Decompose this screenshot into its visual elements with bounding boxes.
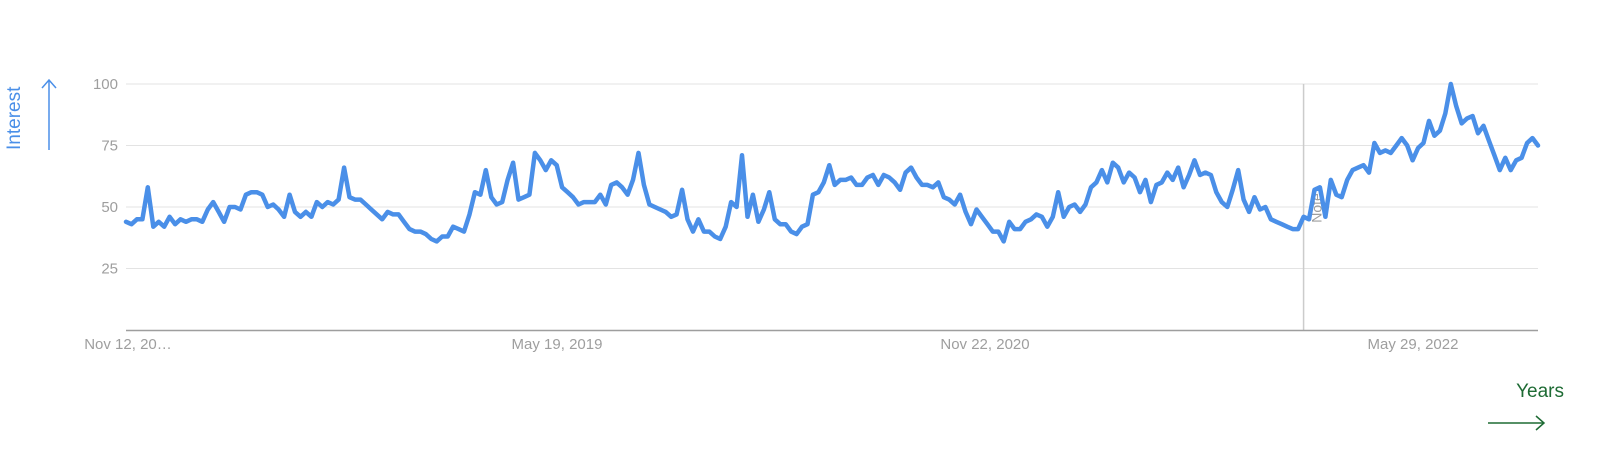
y-tick-label: 25 (101, 261, 118, 278)
x-axis-ticks: Nov 12, 20… May 19, 2019 Nov 22, 2020 May 2… (84, 336, 1458, 353)
y-axis-title: Interest (4, 78, 34, 158)
y-axis-title-text: Interest (4, 86, 25, 150)
series-line (123, 81, 1541, 244)
x-tick-label: Nov 12, 20… (84, 336, 172, 353)
y-tick-label: 100 (93, 76, 118, 93)
x-axis-arrow-icon (1488, 415, 1546, 431)
x-axis-title-text: Years (1516, 381, 1564, 402)
y-tick-label: 50 (101, 199, 118, 216)
x-tick-label: Nov 22, 2020 (940, 336, 1029, 353)
x-axis-title: Years (1516, 381, 1564, 403)
y-axis-arrow-icon (41, 78, 57, 150)
x-tick-label: May 29, 2022 (1368, 336, 1459, 353)
x-tick-label: May 19, 2019 (512, 336, 603, 353)
grid-lines (126, 83, 1538, 269)
y-axis-ticks: 25 50 75 100 (93, 76, 118, 278)
y-tick-label: 75 (101, 138, 118, 155)
